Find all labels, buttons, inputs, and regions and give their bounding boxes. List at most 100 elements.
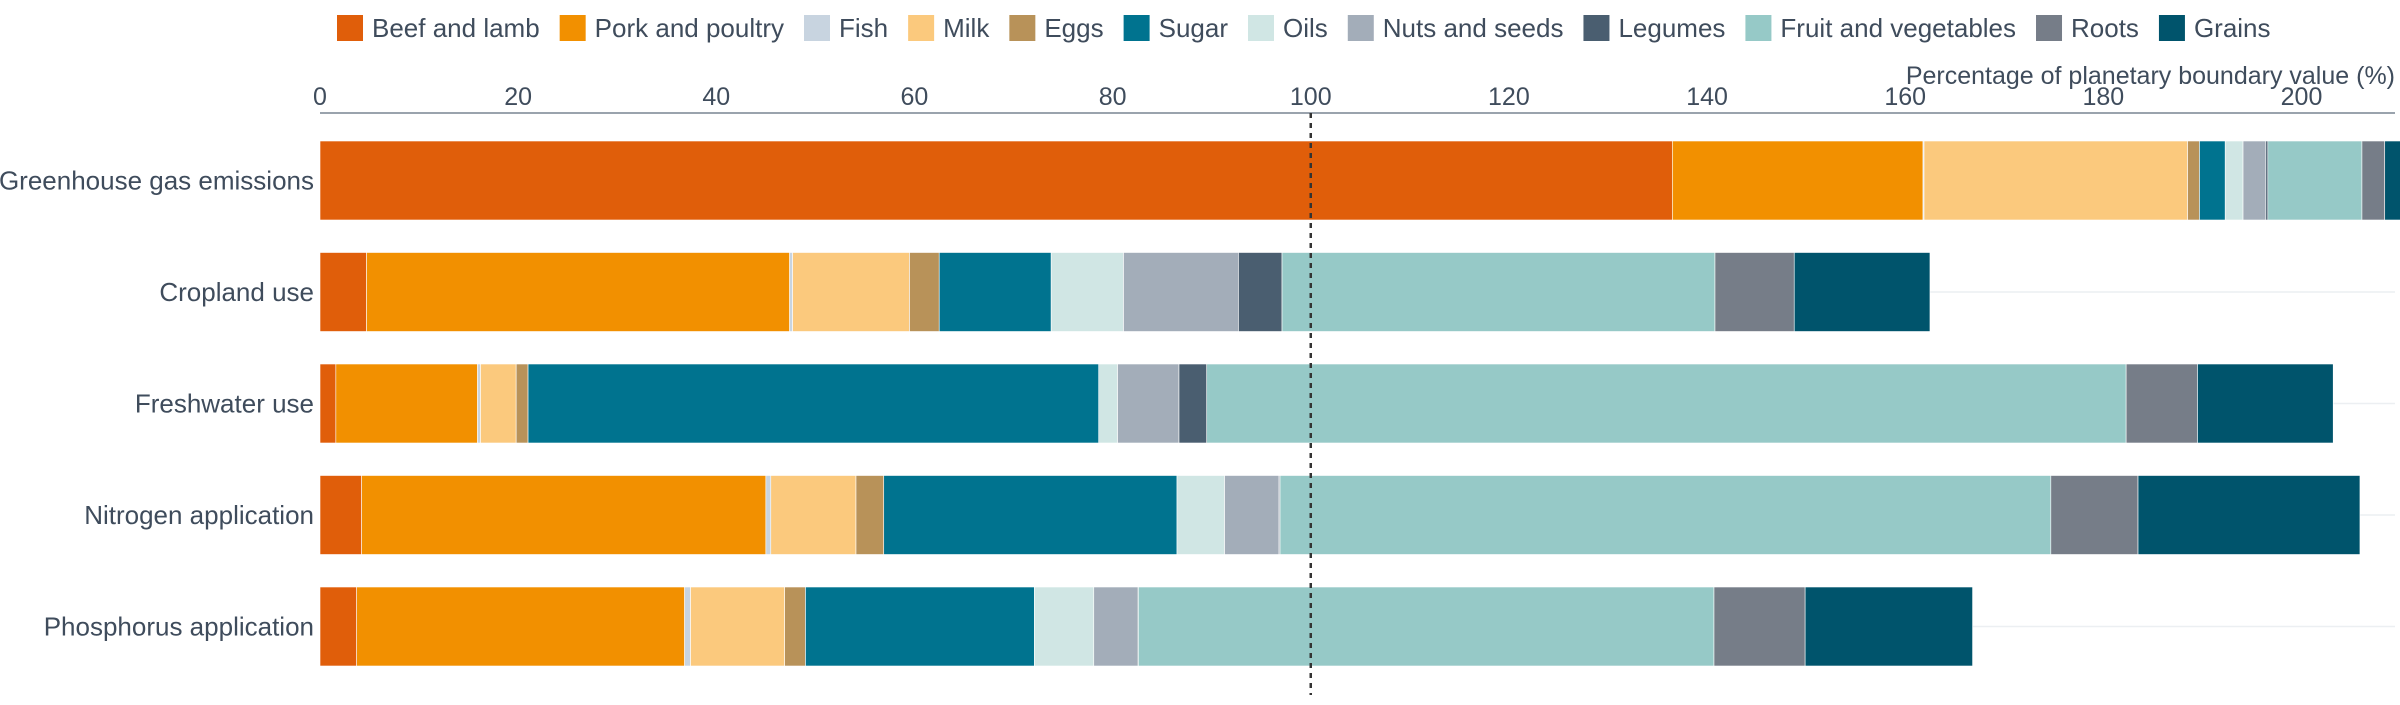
legend-label-nuts-and-seeds: Nuts and seeds <box>1383 13 1564 43</box>
bar-row-cropland-use <box>319 252 1931 332</box>
bar-segment-oils <box>2224 140 2244 221</box>
x-tick-label: 20 <box>504 83 532 111</box>
legend-swatch-fish <box>804 15 830 41</box>
bar-row-freshwater-use <box>319 363 2334 444</box>
x-tick-label: 80 <box>1099 83 1127 111</box>
x-tick-label: 160 <box>1884 83 1926 111</box>
bar-segment-roots <box>2125 363 2198 444</box>
bar-segment-beef-and-lamb <box>319 475 362 555</box>
legend-swatch-oils <box>1248 15 1274 41</box>
legend-label-grains: Grains <box>2194 13 2271 43</box>
bar-segment-oils <box>1098 363 1118 444</box>
bar-segment-milk <box>770 475 857 555</box>
legend-label-milk: Milk <box>943 13 990 43</box>
bar-segment-pork-and-poultry <box>1672 140 1924 221</box>
bar-segment-fruit-and-vegetables <box>1279 475 2052 555</box>
bar-segment-nuts-and-seeds <box>1117 363 1180 444</box>
category-label-nitrogen-application: Nitrogen application <box>84 500 314 530</box>
legend-label-eggs: Eggs <box>1044 13 1103 43</box>
bar-segment-eggs <box>2187 140 2200 221</box>
bar-segment-grains <box>1804 586 1973 667</box>
bar-segment-legumes <box>1238 252 1283 332</box>
bar-segment-pork-and-poultry <box>366 252 790 332</box>
legend-swatch-milk <box>908 15 935 41</box>
bar-segment-roots <box>1713 586 1806 667</box>
x-tick-label: 60 <box>901 83 929 111</box>
x-tick-label: 200 <box>2281 83 2323 111</box>
bar-row-greenhouse-gas-emissions <box>319 140 2400 221</box>
bar-segment-beef-and-lamb <box>319 363 337 444</box>
bar-segment-fruit-and-vegetables <box>1206 363 2127 444</box>
category-label-cropland-use: Cropland use <box>159 277 314 307</box>
bar-segment-nuts-and-seeds <box>1123 252 1239 332</box>
bars <box>319 140 2400 667</box>
legend-label-oils: Oils <box>1283 13 1328 43</box>
bar-segment-fish <box>684 586 691 667</box>
bar-segment-milk <box>690 586 785 667</box>
bar-segment-pork-and-poultry <box>335 363 478 444</box>
bar-segment-legumes <box>1178 363 1208 444</box>
bar-segment-fish <box>477 363 481 444</box>
bar-segment-sugar <box>527 363 1100 444</box>
bar-segment-oils <box>1050 252 1124 332</box>
bar-segment-grains <box>2384 140 2400 221</box>
bar-segment-roots <box>2050 475 2139 555</box>
bar-segment-roots <box>2361 140 2386 221</box>
x-tick-label: 180 <box>2082 83 2124 111</box>
legend-label-fruit-and-vegetables: Fruit and vegetables <box>1780 13 2016 43</box>
legend-swatch-sugar <box>1123 15 1150 41</box>
category-label-greenhouse-gas-emissions: Greenhouse gas emissions <box>0 166 314 196</box>
bar-segment-fruit-and-vegetables <box>1281 252 1716 332</box>
bar-segment-milk <box>480 363 517 444</box>
legend-label-legumes: Legumes <box>1618 13 1725 43</box>
legend-swatch-fruit-and-vegetables <box>1745 15 1772 41</box>
legend-swatch-roots <box>2036 15 2063 41</box>
bar-segment-eggs <box>909 252 940 332</box>
bar-segment-nuts-and-seeds <box>1093 586 1138 667</box>
bar-segment-roots <box>1714 252 1795 332</box>
legend-swatch-pork-and-poultry <box>559 15 586 41</box>
bar-segment-sugar <box>2199 140 2226 221</box>
bar-segment-grains <box>2137 475 2361 555</box>
x-tick-label: 40 <box>702 83 730 111</box>
bar-segment-oils <box>1034 586 1095 667</box>
legend-swatch-legumes <box>1583 15 1610 41</box>
x-tick-label: 140 <box>1686 83 1728 111</box>
bar-segment-sugar <box>883 475 1178 555</box>
legend-label-sugar: Sugar <box>1159 13 1229 43</box>
bar-segment-milk <box>1923 140 2188 221</box>
x-axis-title: Percentage of planetary boundary value (… <box>1906 62 2395 90</box>
bar-segment-eggs <box>855 475 885 555</box>
bar-segment-beef-and-lamb <box>319 140 1673 221</box>
bar-segment-sugar <box>805 586 1035 667</box>
legend-swatch-grains <box>2158 15 2185 41</box>
bar-row-phosphorus-application <box>319 586 1973 667</box>
bar-segment-nuts-and-seeds <box>1224 475 1280 555</box>
bar-segment-pork-and-poultry <box>356 586 685 667</box>
legend-label-pork-and-poultry: Pork and poultry <box>595 13 784 43</box>
legend-swatch-nuts-and-seeds <box>1347 15 1374 41</box>
bar-segment-sugar <box>938 252 1052 332</box>
x-tick-label: 0 <box>313 83 327 111</box>
bar-row-nitrogen-application <box>319 475 2361 555</box>
bar-segment-grains <box>2197 363 2334 444</box>
x-axis-ticks: 0 20 40 60 80 100 120 140 160 180 200 <box>313 83 2322 111</box>
bar-segment-nuts-and-seeds <box>2242 140 2267 221</box>
bar-segment-grains <box>1793 252 1931 332</box>
bar-segment-fish <box>765 475 772 555</box>
x-tick-label: 120 <box>1488 83 1530 111</box>
bar-segment-fruit-and-vegetables <box>1138 586 1715 667</box>
bar-segment-beef-and-lamb <box>319 252 367 332</box>
legend-swatch-beef-and-lamb <box>337 15 363 41</box>
legend-label-fish: Fish <box>839 13 888 43</box>
category-labels: Greenhouse gas emissions Cropland use Fres… <box>0 166 314 642</box>
x-tick-label: 100 <box>1290 83 1332 111</box>
bar-segment-eggs <box>784 586 806 667</box>
legend-swatch-eggs <box>1009 15 1036 41</box>
category-label-phosphorus-application: Phosphorus application <box>44 612 314 642</box>
bar-segment-eggs <box>515 363 529 444</box>
legend-label-beef-and-lamb: Beef and lamb <box>372 13 540 43</box>
bar-segment-fish <box>789 252 793 332</box>
